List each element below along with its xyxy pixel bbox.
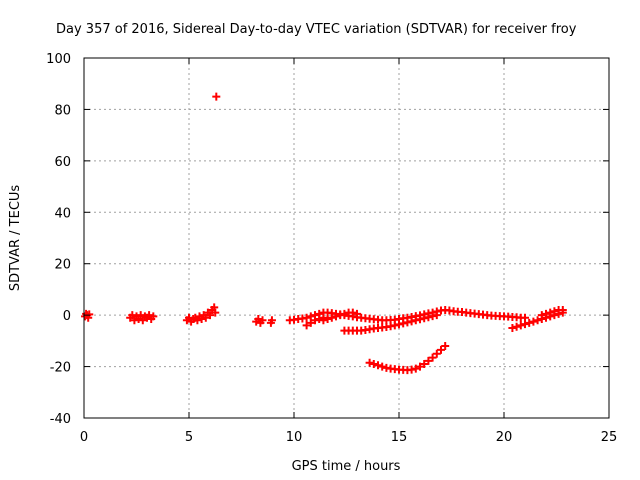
- data-point: [411, 316, 420, 325]
- data-point: [432, 311, 441, 320]
- data-point: [136, 311, 145, 320]
- data-point: [437, 345, 445, 354]
- data-point: [403, 318, 412, 327]
- data-point: [428, 312, 437, 321]
- data-point: [411, 364, 420, 373]
- x-tick-label: 20: [496, 430, 513, 445]
- data-point: [424, 356, 433, 365]
- data-point: [432, 349, 441, 358]
- y-tick-label: 80: [54, 103, 71, 118]
- data-point: [550, 307, 559, 316]
- x-tick-label: 10: [286, 430, 303, 445]
- data-point: [348, 308, 357, 317]
- y-tick-label: 40: [54, 206, 71, 221]
- data-point: [420, 360, 429, 368]
- grid-lines: [84, 58, 609, 418]
- data-point: [374, 361, 382, 370]
- data-point: [85, 310, 94, 319]
- y-tick-label: 20: [54, 258, 71, 273]
- data-point: [390, 321, 399, 330]
- data-points: [81, 92, 567, 375]
- series-0: [81, 92, 567, 375]
- x-axis-label: GPS time / hours: [292, 459, 401, 474]
- data-point: [546, 308, 555, 317]
- data-point: [327, 313, 336, 322]
- x-tick-label: 5: [185, 430, 193, 445]
- data-point: [521, 320, 529, 329]
- chart-title: Day 357 of 2016, Sidereal Day-to-day VTE…: [56, 22, 577, 37]
- data-point: [206, 311, 214, 320]
- data-point: [533, 316, 542, 325]
- data-point: [395, 320, 403, 329]
- data-point: [516, 321, 525, 330]
- data-point: [332, 312, 340, 321]
- data-point: [441, 342, 450, 350]
- data-point: [508, 324, 517, 332]
- plot-frame: [83, 57, 610, 419]
- data-point: [311, 316, 319, 325]
- data-point: [407, 365, 416, 374]
- data-point: [306, 318, 315, 327]
- data-point: [428, 353, 437, 362]
- data-point: [210, 303, 219, 312]
- data-point: [258, 316, 267, 325]
- data-point: [558, 306, 567, 314]
- data-point: [512, 322, 521, 331]
- data-point: [336, 311, 345, 320]
- y-tick-label: -40: [50, 412, 71, 427]
- data-point: [315, 315, 324, 323]
- data-point: [323, 315, 332, 323]
- x-tick-label: 0: [80, 430, 88, 445]
- data-point: [212, 92, 221, 101]
- data-point: [537, 311, 546, 320]
- data-point: [542, 309, 550, 318]
- data-point: [420, 314, 429, 323]
- y-tick-label: -20: [50, 361, 71, 376]
- y-tick-label: 0: [63, 309, 71, 324]
- y-axis-label: SDTVAR / TECUs: [8, 185, 23, 292]
- data-point: [424, 313, 433, 322]
- y-tick-label: 60: [54, 155, 71, 170]
- data-point: [319, 316, 328, 325]
- data-point: [201, 313, 210, 322]
- data-point: [378, 362, 387, 371]
- data-point: [525, 318, 534, 327]
- data-point: [353, 309, 361, 318]
- data-point: [416, 362, 424, 371]
- x-tick-label: 15: [391, 430, 408, 445]
- data-point: [128, 311, 137, 320]
- data-point: [399, 319, 408, 328]
- data-point: [416, 315, 424, 324]
- axis-ticks: 0 5 10 15 20 25 -40 -20 0 20 40 60 80 100: [46, 52, 617, 445]
- data-point: [267, 316, 276, 325]
- data-point: [149, 312, 158, 321]
- y-tick-label: 100: [46, 52, 71, 67]
- data-point: [365, 358, 374, 367]
- data-point: [302, 321, 311, 330]
- data-point: [529, 317, 538, 326]
- x-tick-label: 25: [601, 430, 618, 445]
- data-point: [302, 313, 311, 322]
- data-point: [369, 360, 378, 368]
- data-point: [340, 309, 349, 318]
- data-point: [407, 317, 416, 326]
- data-point: [211, 308, 220, 317]
